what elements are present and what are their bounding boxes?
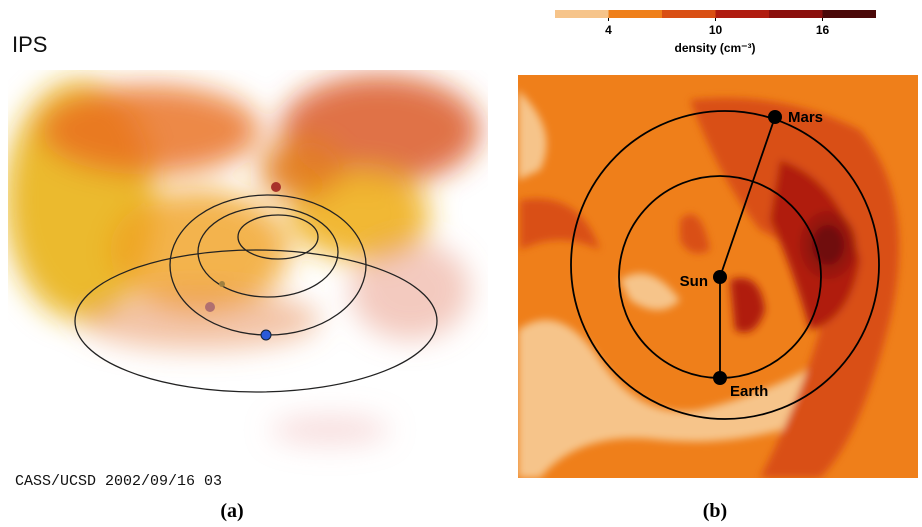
panel-title: IPS	[12, 32, 47, 57]
planet-marker	[205, 302, 215, 312]
planet-label: Sun	[680, 273, 708, 290]
colorbar-tick-label: 16	[816, 23, 830, 37]
credit: CASS/UCSD 2002/09/16 03	[15, 473, 222, 490]
planet-marker	[271, 182, 281, 192]
planet-marker	[713, 270, 727, 284]
planet-label: Earth	[730, 383, 768, 400]
colorbar-tick-label: 4	[605, 23, 612, 37]
planet-marker	[219, 281, 225, 287]
planet-label: Mars	[788, 109, 823, 126]
colorbar-tick-label: 10	[709, 23, 723, 37]
colorbar-segment	[609, 10, 663, 18]
colorbar-segment	[769, 10, 823, 18]
caption: (b)	[703, 500, 727, 522]
colorbar-segment	[555, 10, 609, 18]
figure: IPS CASS/UCSD 2002/09/16 03 (a) Mars Sun…	[0, 0, 922, 527]
cloud	[5, 75, 480, 445]
planet-marker	[713, 371, 727, 385]
colorbar-segment	[716, 10, 770, 18]
colorbar-segment	[823, 10, 877, 18]
planet-marker	[261, 330, 271, 340]
colorbar-segment	[662, 10, 716, 18]
colorbar-label: density (cm⁻³)	[674, 41, 755, 55]
colorbar: 4 10 16	[555, 10, 876, 37]
panel-a-image	[5, 75, 480, 445]
caption: (a)	[220, 500, 243, 522]
planet-marker	[768, 110, 782, 124]
